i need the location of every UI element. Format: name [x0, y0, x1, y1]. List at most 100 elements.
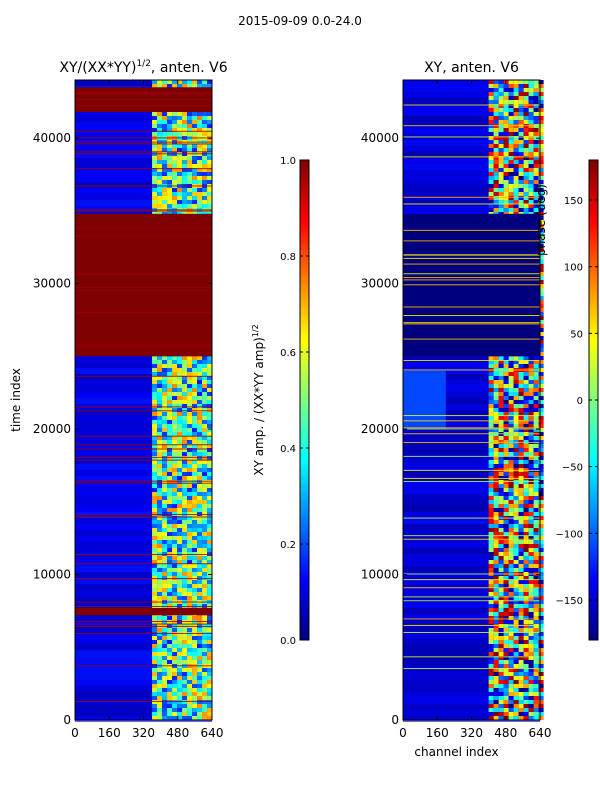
heatmap-cell: [523, 688, 529, 692]
heatmap-cell: [503, 540, 509, 544]
heatmap-cell: [152, 676, 158, 680]
heatmap-cell: [202, 476, 208, 480]
heatmap-cell: [533, 668, 539, 672]
heatmap-line: [403, 427, 540, 429]
heatmap-cell: [533, 528, 539, 532]
heatmap-cell: [533, 684, 539, 688]
heatmap-cell: [523, 452, 529, 456]
heatmap-cell: [177, 428, 183, 432]
heatmap-cell: [493, 656, 499, 660]
heatmap-cell: [508, 520, 514, 524]
heatmap-cell: [162, 160, 168, 164]
heatmap-cell: [187, 552, 193, 556]
heatmap-cell: [167, 468, 173, 472]
heatmap-line: [75, 444, 212, 446]
heatmap-cell: [202, 372, 208, 376]
heatmap-cell: [498, 536, 504, 540]
heatmap-cell: [162, 428, 168, 432]
heatmap-cell: [192, 372, 198, 376]
heatmap-cell: [187, 192, 193, 196]
heatmap-cell: [518, 696, 524, 700]
heatmap-cell: [538, 684, 544, 688]
heatmap-cell: [513, 428, 519, 432]
heatmap-row: [403, 374, 540, 380]
heatmap-cell: [488, 448, 494, 452]
heatmap-cell: [172, 536, 178, 540]
heatmap-cell: [498, 404, 504, 408]
heatmap-cell: [498, 84, 504, 88]
heatmap-cell: [182, 416, 188, 420]
heatmap-cell: [157, 488, 163, 492]
heatmap-row: [403, 602, 540, 608]
heatmap-cell: [523, 500, 529, 504]
heatmap-cell: [528, 360, 534, 364]
heatmap-cell: [523, 396, 529, 400]
heatmap-cell: [538, 276, 544, 280]
heatmap-cell: [172, 384, 178, 388]
heatmap-row: [75, 362, 212, 368]
heatmap-cell: [528, 496, 534, 500]
heatmap-cell: [152, 128, 158, 132]
heatmap-cell: [197, 596, 203, 600]
heatmap-cell: [177, 200, 183, 204]
heatmap-cell: [187, 708, 193, 712]
heatmap-cell: [207, 160, 213, 164]
heatmap-cell: [513, 704, 519, 708]
heatmap-cell: [182, 452, 188, 456]
heatmap-cell: [162, 716, 168, 720]
heatmap-cell: [493, 100, 499, 104]
heatmap-cell: [523, 704, 529, 708]
heatmap-cell: [538, 104, 544, 108]
heatmap-cell: [177, 380, 183, 384]
heatmap-cell: [157, 404, 163, 408]
heatmap-cell: [538, 240, 544, 244]
heatmap-cell: [538, 176, 544, 180]
heatmap-cell: [508, 420, 514, 424]
heatmap-cell: [157, 144, 163, 148]
heatmap-cell: [488, 172, 494, 176]
heatmap-cell: [197, 396, 203, 400]
heatmap-cell: [192, 520, 198, 524]
heatmap-cell: [197, 388, 203, 392]
heatmap-cell: [152, 132, 158, 136]
heatmap-cell: [538, 712, 544, 716]
heatmap-cell: [538, 624, 544, 628]
heatmap-cell: [177, 492, 183, 496]
heatmap-cell: [513, 616, 519, 620]
heatmap-cell: [157, 636, 163, 640]
heatmap-cell: [187, 520, 193, 524]
heatmap-cell: [498, 500, 504, 504]
heatmap-cell: [493, 356, 499, 360]
heatmap-cell: [493, 716, 499, 720]
heatmap-cell: [162, 488, 168, 492]
heatmap-cell: [513, 380, 519, 384]
heatmap-cell: [503, 460, 509, 464]
heatmap-cell: [488, 680, 494, 684]
heatmap-cell: [518, 172, 524, 176]
heatmap-row: [75, 620, 212, 626]
heatmap-cell: [523, 176, 529, 180]
heatmap-cell: [157, 560, 163, 564]
heatmap-cell: [207, 508, 213, 512]
heatmap-cell: [503, 620, 509, 624]
heatmap-cell: [538, 648, 544, 652]
heatmap-cell: [503, 500, 509, 504]
heatmap-cell: [528, 532, 534, 536]
heatmap-cell: [162, 684, 168, 688]
heatmap-cell: [508, 688, 514, 692]
heatmap-cell: [498, 104, 504, 108]
heatmap-cell: [523, 388, 529, 392]
heatmap-cell: [488, 596, 494, 600]
heatmap-cell: [172, 700, 178, 704]
heatmap-cell: [508, 512, 514, 516]
x-tick-label: 480: [494, 726, 517, 740]
heatmap-cell: [152, 192, 158, 196]
heatmap-cell: [202, 436, 208, 440]
heatmap-cell: [523, 664, 529, 668]
heatmap-cell: [523, 436, 529, 440]
heatmap-cell: [508, 140, 514, 144]
heatmap-cell: [518, 632, 524, 636]
heatmap-row: [75, 206, 212, 212]
heatmap-cell: [508, 480, 514, 484]
